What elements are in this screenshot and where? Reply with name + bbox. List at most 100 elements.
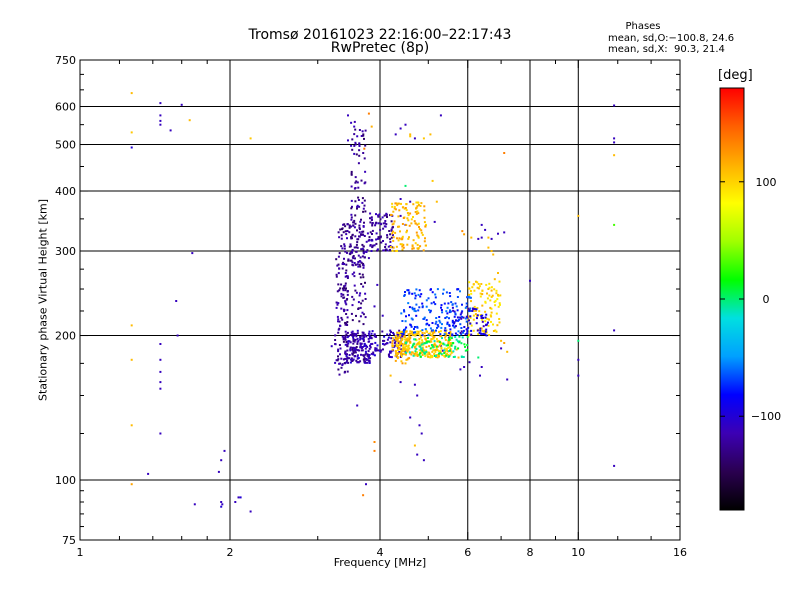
- data-point: [420, 343, 423, 346]
- data-point: [466, 317, 469, 320]
- data-point: [479, 327, 482, 330]
- data-point: [374, 341, 377, 344]
- data-point: [472, 308, 475, 311]
- data-point: [353, 133, 356, 136]
- data-point: [469, 307, 472, 310]
- data-point: [409, 336, 412, 339]
- data-point: [422, 351, 425, 354]
- data-point: [366, 354, 369, 357]
- data-point: [411, 306, 414, 309]
- data-point: [351, 334, 354, 337]
- data-point: [404, 291, 406, 293]
- data-point: [475, 280, 477, 283]
- data-point: [391, 205, 394, 208]
- data-point: [349, 245, 352, 248]
- data-point: [384, 342, 387, 345]
- data-point: [345, 354, 348, 357]
- data-point: [447, 346, 450, 349]
- data-point: [368, 362, 371, 364]
- data-point: [403, 295, 406, 297]
- data-point: [431, 179, 434, 182]
- data-point: [353, 226, 356, 229]
- data-point: [374, 347, 377, 350]
- data-point: [459, 290, 461, 293]
- data-point: [366, 232, 369, 235]
- data-point: [486, 317, 489, 320]
- data-point: [448, 333, 451, 336]
- data-point: [373, 441, 376, 443]
- data-point: [425, 223, 427, 226]
- data-point: [462, 316, 465, 319]
- data-point: [176, 334, 179, 337]
- data-point: [347, 114, 349, 117]
- data-point: [404, 207, 407, 209]
- data-point: [416, 394, 419, 397]
- data-point: [353, 355, 356, 358]
- data-point: [370, 125, 373, 128]
- data-point: [362, 230, 365, 233]
- data-point: [454, 325, 457, 328]
- data-point: [404, 343, 407, 346]
- data-point: [356, 332, 359, 335]
- data-point: [363, 221, 365, 224]
- data-point: [396, 204, 399, 207]
- data-point: [359, 343, 362, 346]
- data-point: [394, 354, 397, 357]
- data-point: [452, 350, 455, 353]
- data-point: [345, 275, 348, 278]
- data-point: [412, 239, 415, 242]
- data-point: [384, 246, 387, 248]
- data-point: [494, 329, 497, 332]
- data-point: [439, 114, 442, 117]
- data-point: [419, 245, 422, 248]
- data-point: [414, 297, 417, 300]
- data-point: [478, 332, 481, 334]
- data-point: [457, 347, 460, 350]
- data-point: [488, 282, 491, 285]
- data-point: [359, 360, 362, 363]
- data-point: [478, 310, 481, 313]
- data-point: [393, 220, 396, 223]
- data-point: [346, 275, 349, 278]
- y-tick-label: 600: [55, 101, 76, 114]
- data-point: [159, 358, 162, 361]
- data-point: [464, 333, 467, 336]
- data-point: [478, 285, 481, 288]
- data-point: [404, 353, 407, 356]
- data-point: [435, 347, 438, 350]
- data-point: [396, 333, 399, 336]
- data-point: [404, 320, 407, 323]
- data-point: [456, 296, 459, 298]
- data-point: [350, 213, 353, 216]
- data-point: [411, 351, 413, 354]
- data-point: [366, 345, 369, 348]
- data-point: [361, 331, 364, 334]
- data-point: [394, 202, 397, 205]
- data-point: [424, 328, 427, 331]
- data-point: [359, 220, 362, 223]
- data-point: [383, 222, 386, 225]
- data-point: [413, 342, 416, 345]
- data-point: [427, 297, 430, 300]
- data-point: [468, 281, 471, 284]
- data-point: [414, 222, 417, 225]
- data-point: [463, 326, 466, 328]
- data-point: [453, 310, 456, 313]
- data-point: [480, 317, 483, 319]
- data-point: [468, 361, 471, 364]
- data-point: [343, 245, 346, 248]
- data-point: [471, 286, 474, 289]
- data-point: [361, 337, 364, 340]
- data-point: [371, 222, 374, 225]
- data-point: [346, 343, 349, 346]
- data-point: [410, 353, 413, 356]
- data-point: [356, 357, 359, 360]
- data-point: [369, 335, 371, 338]
- data-point: [449, 331, 452, 333]
- data-point: [428, 353, 431, 356]
- data-point: [348, 226, 351, 229]
- data-point: [382, 227, 385, 230]
- data-point: [448, 292, 451, 294]
- data-point: [412, 354, 415, 357]
- data-point: [344, 282, 347, 285]
